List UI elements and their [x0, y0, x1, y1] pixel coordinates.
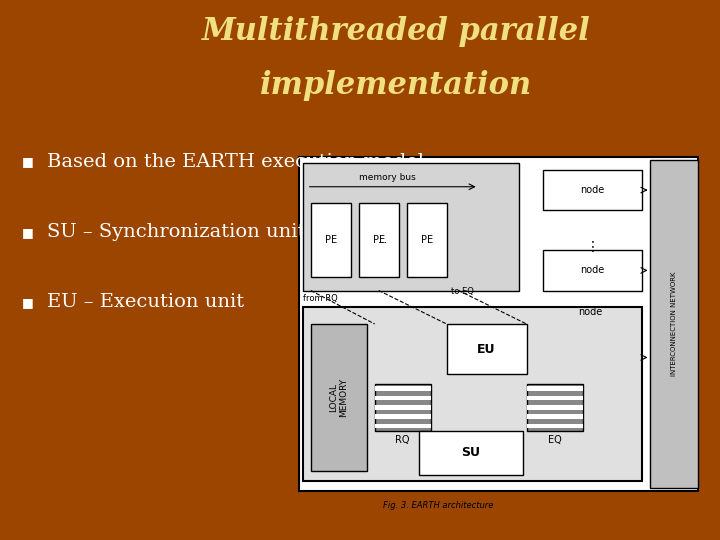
Bar [374, 386, 431, 391]
Bar [526, 386, 582, 391]
Text: Fig. 3. EARTH architecture: Fig. 3. EARTH architecture [384, 502, 494, 510]
Text: node: node [580, 266, 605, 275]
Bar [407, 204, 446, 277]
Bar [526, 395, 582, 400]
Text: node: node [579, 307, 603, 318]
Text: RQ: RQ [395, 435, 410, 445]
Text: ■: ■ [22, 296, 33, 309]
Text: SU: SU [461, 447, 480, 460]
Bar [526, 384, 582, 431]
Bar [374, 405, 431, 409]
Text: ■: ■ [22, 156, 33, 168]
Bar [374, 395, 431, 400]
Bar [419, 431, 523, 475]
Bar [359, 204, 399, 277]
Text: PE: PE [420, 235, 433, 245]
Bar [299, 157, 698, 491]
Bar [543, 251, 642, 291]
Text: EQ: EQ [548, 435, 562, 445]
Bar [303, 163, 518, 291]
Text: EU: EU [477, 342, 496, 356]
Text: ...: ... [378, 235, 387, 245]
Bar [526, 414, 582, 419]
Bar [526, 405, 582, 409]
Text: from RQ: from RQ [303, 294, 338, 303]
Text: node: node [580, 185, 605, 195]
Text: INTERCONNECTION NETWORK: INTERCONNECTION NETWORK [672, 272, 678, 376]
Bar [526, 424, 582, 428]
Bar [311, 204, 351, 277]
Bar [446, 324, 526, 374]
Text: Based on the EARTH execution model: Based on the EARTH execution model [47, 153, 424, 171]
Text: ⋮: ⋮ [585, 240, 600, 254]
Text: PE: PE [373, 235, 384, 245]
Bar [374, 414, 431, 419]
Text: PE: PE [325, 235, 337, 245]
Bar [374, 384, 431, 431]
Text: to EQ: to EQ [451, 287, 474, 296]
Text: LOCAL
MEMORY: LOCAL MEMORY [329, 378, 348, 417]
Text: implementation: implementation [260, 70, 532, 101]
Text: memory bus: memory bus [359, 173, 415, 183]
Text: EU – Execution unit: EU – Execution unit [47, 293, 244, 312]
Text: Multithreaded parallel: Multithreaded parallel [202, 16, 590, 47]
Text: SU – Synchronization unit: SU – Synchronization unit [47, 223, 305, 241]
Text: ■: ■ [22, 226, 33, 239]
Bar [374, 424, 431, 428]
Bar [543, 170, 642, 210]
Bar [303, 307, 642, 481]
Bar [311, 324, 366, 471]
Bar [650, 160, 698, 488]
